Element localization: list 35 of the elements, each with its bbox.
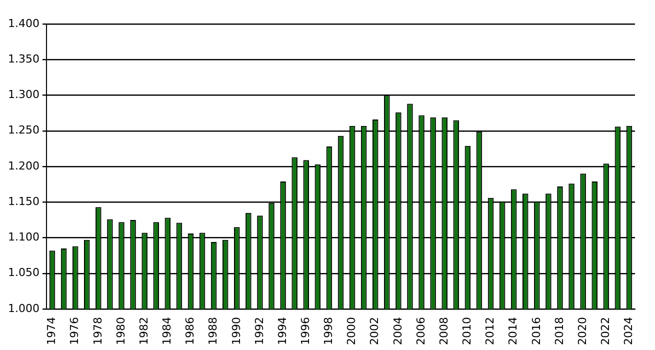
y-tick-label: 1.250 [8, 124, 40, 137]
x-tick-label: 1996 [298, 317, 312, 346]
x-tick-label: 2002 [368, 317, 382, 346]
x-tick-label: 2012 [484, 317, 497, 346]
x-tick-label: 1974 [45, 317, 58, 346]
x-tick-label: 1980 [114, 317, 128, 346]
x-tick-label: 1990 [230, 317, 243, 346]
x-tick-label: 2006 [414, 317, 428, 346]
y-tick-label: 1.000 [8, 302, 40, 315]
x-tick-label: 2018 [552, 317, 566, 346]
x-tick-label: 2004 [391, 317, 404, 346]
y-tick-label: 1.100 [8, 230, 40, 244]
x-tick-label: 2022 [599, 317, 612, 346]
x-tick-label: 1988 [206, 317, 220, 346]
x-tick-label: 1982 [137, 317, 150, 346]
x-tick-label: 2014 [506, 317, 520, 346]
y-tick-label: 1.050 [8, 266, 40, 280]
y-tick-label: 1.350 [8, 52, 40, 66]
y-tick-label: 1.150 [8, 194, 40, 208]
x-tick-label: 2016 [530, 317, 543, 346]
x-tick-label: 2020 [576, 317, 589, 346]
x-tick-label: 2008 [437, 317, 450, 346]
x-tick-label: 2024 [622, 317, 636, 346]
x-tick-label: 1994 [276, 317, 289, 346]
y-tick-label: 1.200 [8, 159, 40, 172]
x-tick-label: 1986 [184, 317, 197, 346]
x-tick-label: 1998 [322, 317, 336, 346]
x-tick-label: 1976 [68, 317, 82, 346]
y-tick-label: 1.300 [8, 88, 40, 102]
x-tick-label: 1978 [91, 317, 104, 346]
x-tick-label: 1992 [252, 317, 266, 346]
x-tick-label: 1984 [160, 317, 174, 346]
x-tick-label: 2010 [460, 317, 474, 346]
x-tick-label: 2000 [345, 317, 358, 346]
y-tick-label: 1.400 [8, 16, 40, 30]
